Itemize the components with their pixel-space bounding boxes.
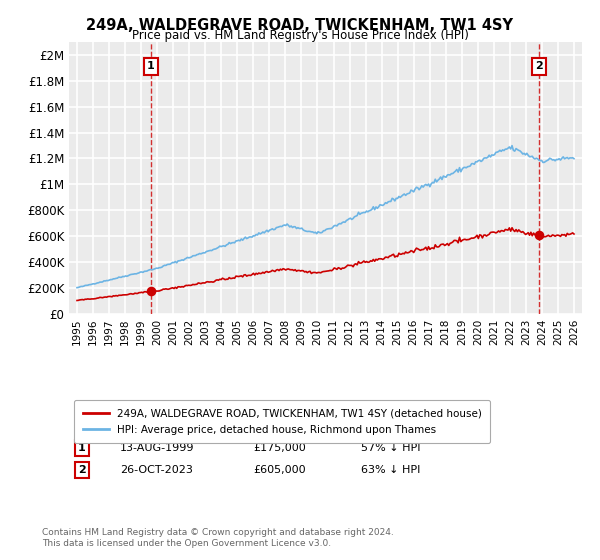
Text: 2: 2 [535, 62, 543, 72]
Legend: 249A, WALDEGRAVE ROAD, TWICKENHAM, TW1 4SY (detached house), HPI: Average price,: 249A, WALDEGRAVE ROAD, TWICKENHAM, TW1 4… [74, 400, 490, 443]
Text: 249A, WALDEGRAVE ROAD, TWICKENHAM, TW1 4SY: 249A, WALDEGRAVE ROAD, TWICKENHAM, TW1 4… [86, 18, 514, 33]
Text: 57% ↓ HPI: 57% ↓ HPI [361, 443, 421, 453]
Text: £605,000: £605,000 [254, 465, 307, 475]
Text: 13-AUG-1999: 13-AUG-1999 [121, 443, 195, 453]
Text: 2: 2 [78, 465, 86, 475]
Point [534, 231, 544, 240]
Text: Contains HM Land Registry data © Crown copyright and database right 2024.
This d: Contains HM Land Registry data © Crown c… [42, 528, 394, 548]
Text: 63% ↓ HPI: 63% ↓ HPI [361, 465, 421, 475]
Point [146, 287, 156, 296]
Text: Price paid vs. HM Land Registry's House Price Index (HPI): Price paid vs. HM Land Registry's House … [131, 29, 469, 42]
Text: 1: 1 [147, 62, 155, 72]
Text: 26-OCT-2023: 26-OCT-2023 [121, 465, 193, 475]
Text: 1: 1 [78, 443, 86, 453]
Text: £175,000: £175,000 [254, 443, 307, 453]
